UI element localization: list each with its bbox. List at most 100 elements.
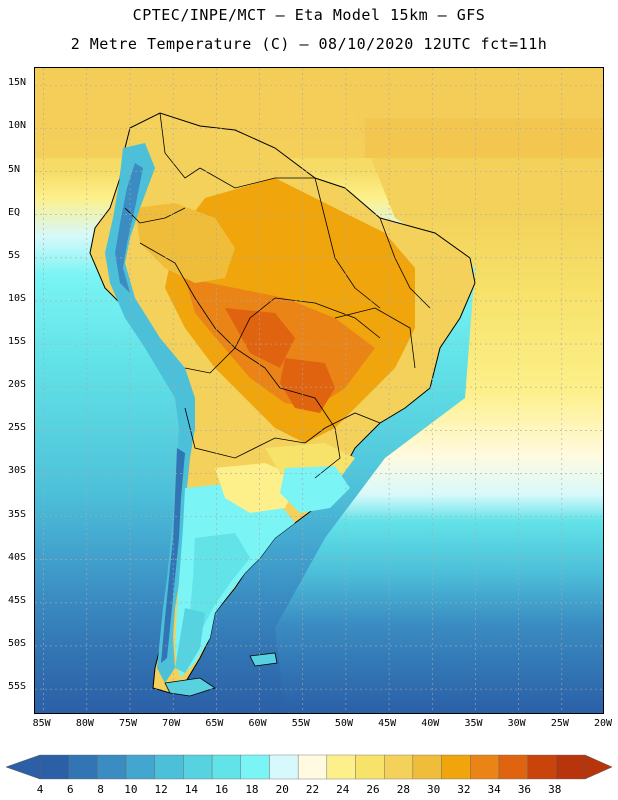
hot-spot-paraguay (280, 358, 335, 413)
colorbar-min-arrow (5, 754, 41, 780)
lon-tick-label: 85W (32, 718, 51, 729)
tropical-atlantic-field (365, 118, 603, 158)
colorbar-swatch (556, 754, 586, 780)
colorbar-tick-label: 12 (154, 783, 168, 796)
colorbar-swatch (326, 754, 356, 780)
border-colombia-venezuela (159, 112, 201, 179)
lon-tick-label: 60W (248, 718, 267, 729)
lon-tick-label: 20W (594, 718, 613, 729)
colorbar-tick-label: 34 (487, 783, 501, 796)
colorbar-tick-label: 30 (426, 783, 441, 796)
colorbar-tick-label: 6 (66, 783, 74, 796)
hot-spot-mato-grosso (225, 308, 295, 368)
andes-south-peaks (161, 448, 185, 663)
pampas-mild-zone (215, 463, 300, 513)
lat-tick-label: EQ (8, 206, 21, 218)
lat-tick-label: 40S (8, 551, 27, 563)
colorbar-swatch (154, 754, 184, 780)
lat-tick-label: 15N (8, 77, 27, 89)
atlantic-ocean-field (275, 68, 603, 713)
colorbar-tick-label: 14 (184, 783, 198, 796)
lat-tick-label: 10S (8, 292, 27, 304)
border-venezuela-brazil (199, 167, 315, 189)
colorbar-tick-label: 8 (97, 783, 104, 796)
colorbar-swatch (470, 754, 500, 780)
lon-tick-label: 35W (464, 718, 483, 729)
colorbar-tick-label: 20 (275, 783, 289, 796)
lon-tick-label: 75W (119, 718, 138, 729)
map-canvas (35, 68, 603, 713)
lon-tick-label: 80W (75, 718, 94, 729)
lat-tick-label: 50S (8, 637, 27, 649)
lon-tick-label: 65W (205, 718, 224, 729)
colorbar-swatch (125, 754, 155, 780)
lat-tick-label: 5S (8, 249, 21, 261)
border-peru-brazil (139, 242, 236, 349)
border-brazil-states-1 (234, 297, 381, 349)
andes-north-peaks (115, 163, 143, 293)
colorbar-tick-label: 22 (305, 783, 320, 796)
lat-tick-label: 25S (8, 422, 27, 434)
falkland-islands (249, 652, 278, 667)
map-title-line-1: CPTEC/INPE/MCT – Eta Model 15km – GFS (132, 6, 486, 24)
colorbar-tick-label: 26 (366, 783, 380, 796)
colorbar-swatch (240, 754, 270, 780)
lon-tick-label: 40W (421, 718, 440, 729)
colorbar-swatch (297, 754, 328, 780)
colorbar-tick-label: 10 (124, 783, 138, 796)
lat-tick-label: 35S (8, 508, 27, 520)
uruguay-cool-zone (280, 466, 350, 513)
patagonia-mid-zone (190, 533, 250, 633)
lon-tick-label: 55W (291, 718, 310, 729)
colorbar-swatch (97, 754, 127, 780)
graticule (35, 68, 603, 713)
colorbar-swatch (269, 754, 299, 780)
patagonia-cool-zone (175, 483, 295, 678)
border-uruguay (314, 427, 341, 479)
lat-tick-label: 15S (8, 336, 27, 348)
colorbar-swatch (412, 754, 442, 780)
colorbar-swatch (384, 754, 414, 780)
colorbar-tick-label: 18 (245, 783, 259, 796)
border-brazil-states-5 (304, 412, 381, 444)
temperature-colorbar (5, 754, 613, 780)
amazon-west-zone (135, 203, 235, 283)
border-paraguay (279, 387, 336, 429)
lat-tick-label: 20S (8, 379, 27, 391)
colorbar-tick-label: 4 (36, 783, 44, 796)
colorbar-swatch (183, 754, 213, 780)
lon-tick-label: 25W (550, 718, 569, 729)
lon-tick-label: 50W (334, 718, 353, 729)
colorbar-tick-label: 24 (336, 783, 350, 796)
lat-tick-label: 5N (8, 163, 21, 175)
tierra-del-fuego (164, 677, 216, 697)
colorbar-tick-label: 32 (457, 783, 471, 796)
lat-tick-label: 10N (8, 120, 27, 132)
colorbar-swatch (211, 754, 241, 780)
colorbar-swatch (527, 754, 557, 780)
border-argentina-north (184, 407, 306, 459)
colorbar-swatch (355, 754, 385, 780)
patagonia-south-zone (175, 608, 205, 673)
map-title-line-2: 2 Metre Temperature (C) – 08/10/2020 12U… (70, 35, 548, 53)
lon-tick-label: 30W (507, 718, 526, 729)
lat-tick-label: 30S (8, 465, 27, 477)
colorbar-tick-label: 36 (517, 783, 532, 796)
colorbar-swatch (39, 754, 69, 780)
colorbar-swatch (498, 754, 528, 780)
lat-tick-label: 55S (8, 681, 27, 693)
colorbar-swatch (68, 754, 98, 780)
colorbar-tick-label: 28 (396, 783, 410, 796)
colorbar-swatch (441, 754, 471, 780)
lat-tick-label: 45S (8, 594, 27, 606)
border-ecuador (124, 207, 186, 224)
colorbar-tick-label: 38 (548, 783, 562, 796)
border-brazil-states-4 (334, 307, 416, 369)
colorbar-max-arrow (584, 754, 613, 780)
lon-tick-label: 70W (162, 718, 181, 729)
border-brazil-states-3 (379, 217, 431, 309)
colorbar-tick-label: 16 (215, 783, 229, 796)
lon-tick-label: 45W (378, 718, 397, 729)
temperature-map (34, 67, 604, 714)
country-borders (124, 112, 431, 479)
